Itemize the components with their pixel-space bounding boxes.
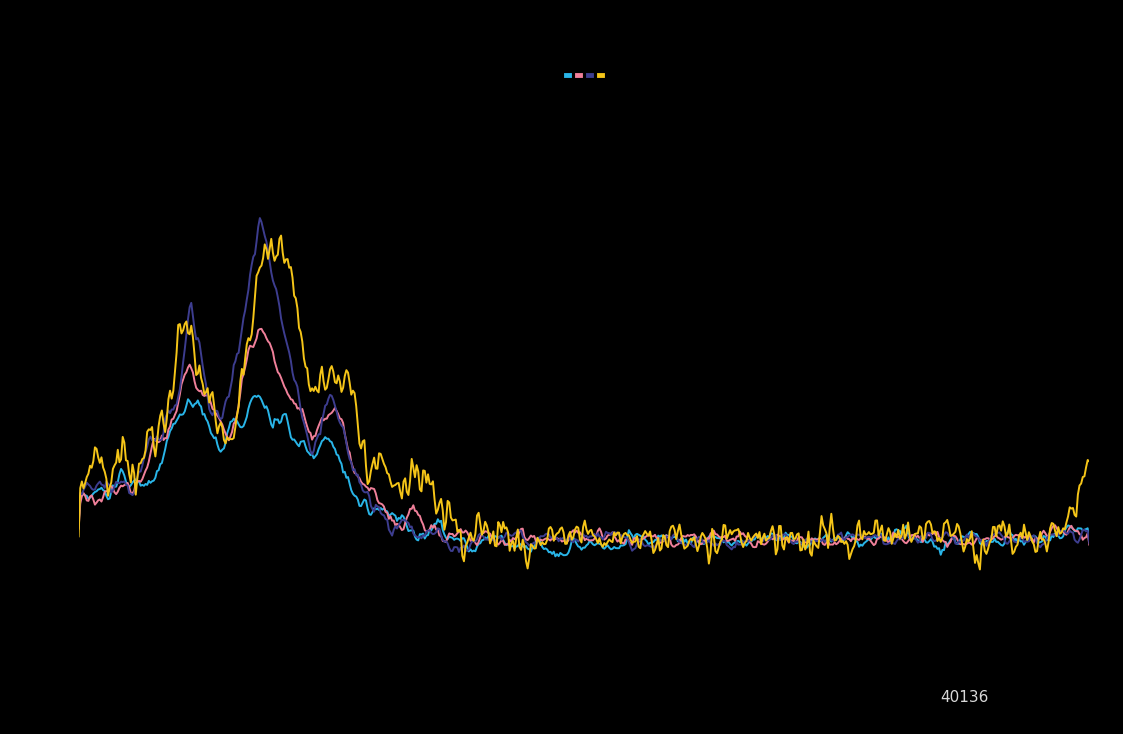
Legend: , , , : , , ,	[566, 74, 602, 76]
Text: 40136: 40136	[940, 690, 988, 705]
